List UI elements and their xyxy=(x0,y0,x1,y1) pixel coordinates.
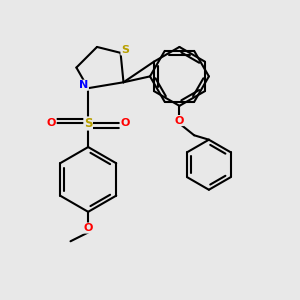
Text: O: O xyxy=(120,118,130,128)
Text: O: O xyxy=(47,118,56,128)
Text: S: S xyxy=(84,117,92,130)
Text: S: S xyxy=(121,45,129,55)
Text: O: O xyxy=(83,223,93,233)
Text: N: N xyxy=(79,80,88,90)
Text: O: O xyxy=(175,116,184,126)
